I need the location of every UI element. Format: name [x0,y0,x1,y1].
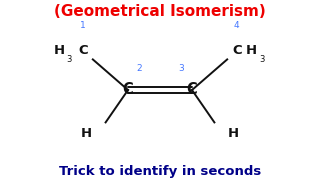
Text: H: H [246,44,257,57]
Text: 4: 4 [234,21,240,30]
Text: 1: 1 [80,21,86,30]
Text: H: H [54,44,65,57]
Text: 3: 3 [66,55,71,64]
Text: Trick to identify in seconds: Trick to identify in seconds [59,165,261,178]
Text: 2: 2 [136,64,142,73]
Text: H: H [228,127,239,140]
Text: H: H [81,127,92,140]
Text: C: C [187,82,197,98]
Text: C: C [123,82,133,98]
Text: 3: 3 [259,55,264,64]
Text: C: C [78,44,88,57]
Text: C: C [232,44,242,57]
Text: (Geometrical Isomerism): (Geometrical Isomerism) [54,4,266,19]
Text: 3: 3 [178,64,184,73]
